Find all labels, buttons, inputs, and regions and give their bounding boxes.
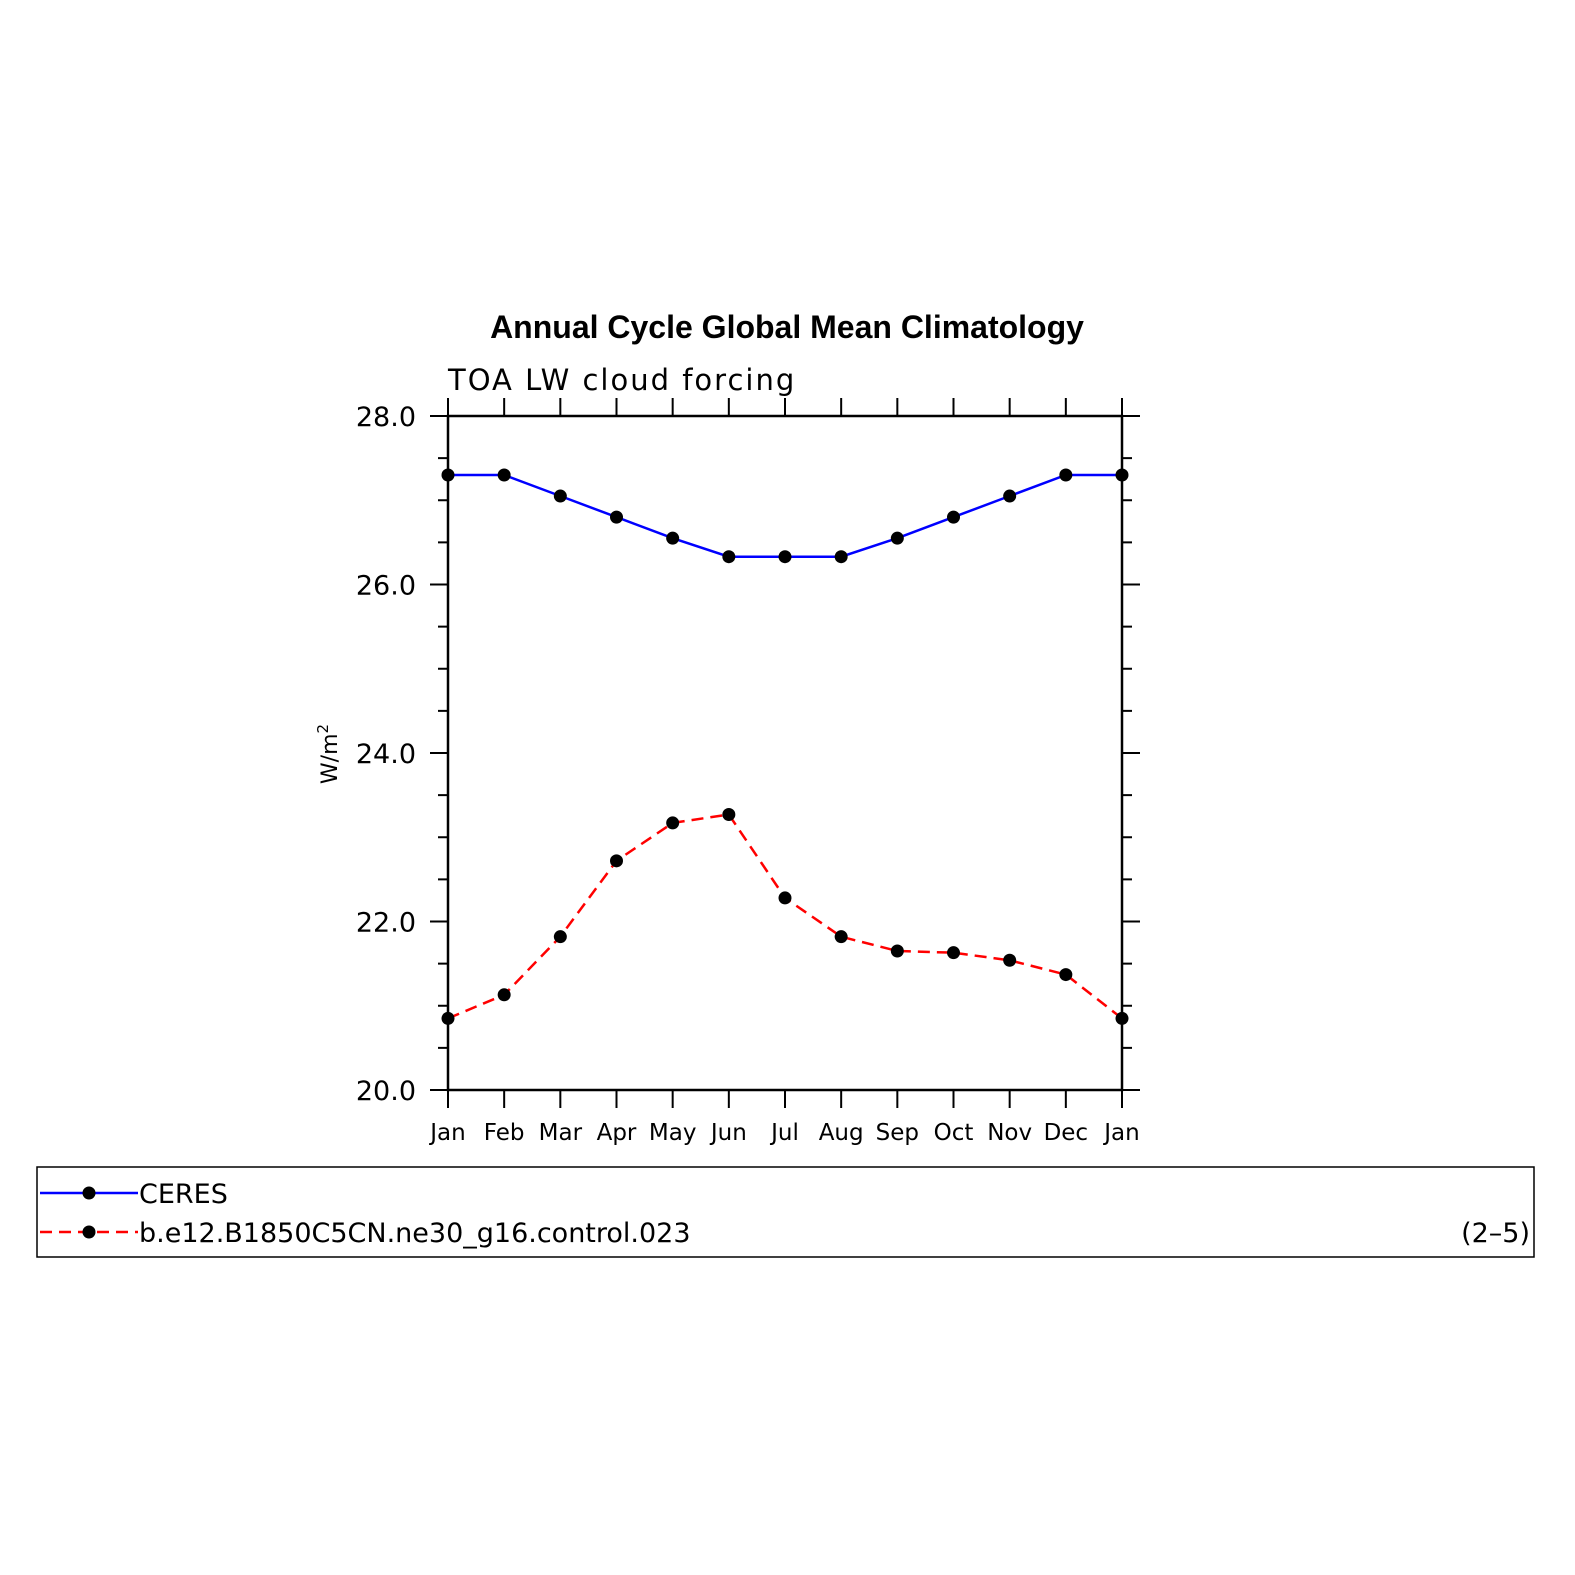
- data-point-series-1: [1115, 468, 1129, 482]
- legend-marker-1: [82, 1186, 96, 1200]
- data-point-series-1: [1059, 468, 1073, 482]
- data-point-series-2: [1003, 953, 1017, 967]
- data-point-series-1: [497, 468, 511, 482]
- legend-box: [36, 1166, 1535, 1258]
- data-point-series-2: [1059, 968, 1073, 982]
- plot-frame: [446, 414, 1124, 1092]
- x-tick-label: May: [649, 1120, 697, 1146]
- data-point-series-2: [778, 891, 792, 905]
- y-axis-label: W/m2: [314, 724, 343, 784]
- y-tick-label: 26.0: [356, 571, 416, 602]
- y-tick-label: 22.0: [356, 908, 416, 939]
- data-point-series-2: [441, 1011, 455, 1025]
- data-point-series-1: [722, 550, 736, 564]
- x-tick-label: Dec: [1044, 1120, 1089, 1146]
- data-point-series-1: [947, 510, 960, 524]
- data-point-series-2: [666, 816, 680, 830]
- x-tick-label: Nov: [987, 1120, 1032, 1146]
- plot-axes: 20.0 22.0 24.0 26.0 28.0 Jan Feb Mar Apr May Jun Ju…: [356, 398, 1140, 1146]
- chart-title: Annual Cycle Global Mean Climatology: [490, 309, 1084, 345]
- x-tick-label: Oct: [934, 1120, 974, 1146]
- data-point-series-2: [947, 946, 960, 960]
- x-tick-label: Sep: [876, 1120, 919, 1146]
- y-tick-label: 20.0: [356, 1076, 416, 1107]
- data-point-series-1: [834, 550, 848, 564]
- x-tick-label: Jun: [709, 1120, 747, 1146]
- x-tick-label: Jan: [1102, 1120, 1139, 1146]
- data-point-series-2: [497, 988, 511, 1002]
- data-point-series-1: [778, 550, 792, 564]
- x-tick-label: Apr: [597, 1120, 637, 1146]
- data-point-series-1: [666, 531, 680, 545]
- x-tick-label: Feb: [484, 1120, 525, 1146]
- y-axis-label-superscript: 2: [314, 724, 332, 734]
- legend: CERES b.e12.B1850C5CN.ne30_g16.control.02…: [40, 1179, 691, 1249]
- series-line-2: [447, 813, 1123, 1020]
- x-tick-label: Jul: [769, 1120, 799, 1146]
- data-point-series-2: [890, 944, 904, 958]
- data-point-series-1: [1003, 489, 1017, 503]
- data-point-series-2: [722, 808, 736, 822]
- data-point-series-2: [610, 854, 623, 868]
- panel-label: (2–5): [1461, 1218, 1530, 1249]
- data-point-series-2: [834, 930, 848, 944]
- data-point-series-2: [1115, 1011, 1129, 1025]
- x-tick-label: Jan: [428, 1120, 465, 1146]
- y-tick-label: 24.0: [356, 739, 416, 770]
- data-point-series-1: [890, 531, 904, 545]
- x-tick-label: Aug: [819, 1120, 864, 1146]
- x-tick-label: Mar: [539, 1120, 583, 1146]
- y-tick-label: 28.0: [356, 402, 416, 433]
- legend-marker-2: [82, 1225, 96, 1239]
- data-point-series-1: [441, 468, 455, 482]
- legend-label-1: CERES: [139, 1179, 228, 1210]
- data-point-series-2: [553, 930, 567, 944]
- series-markers: [441, 468, 1129, 1025]
- legend-label-2: b.e12.B1850C5CN.ne30_g16.control.023: [139, 1218, 691, 1249]
- data-point-series-1: [610, 510, 623, 524]
- chart-subtitle: TOA LW cloud forcing: [447, 363, 796, 397]
- series-line-1: [448, 473, 1122, 558]
- data-point-series-1: [553, 489, 567, 503]
